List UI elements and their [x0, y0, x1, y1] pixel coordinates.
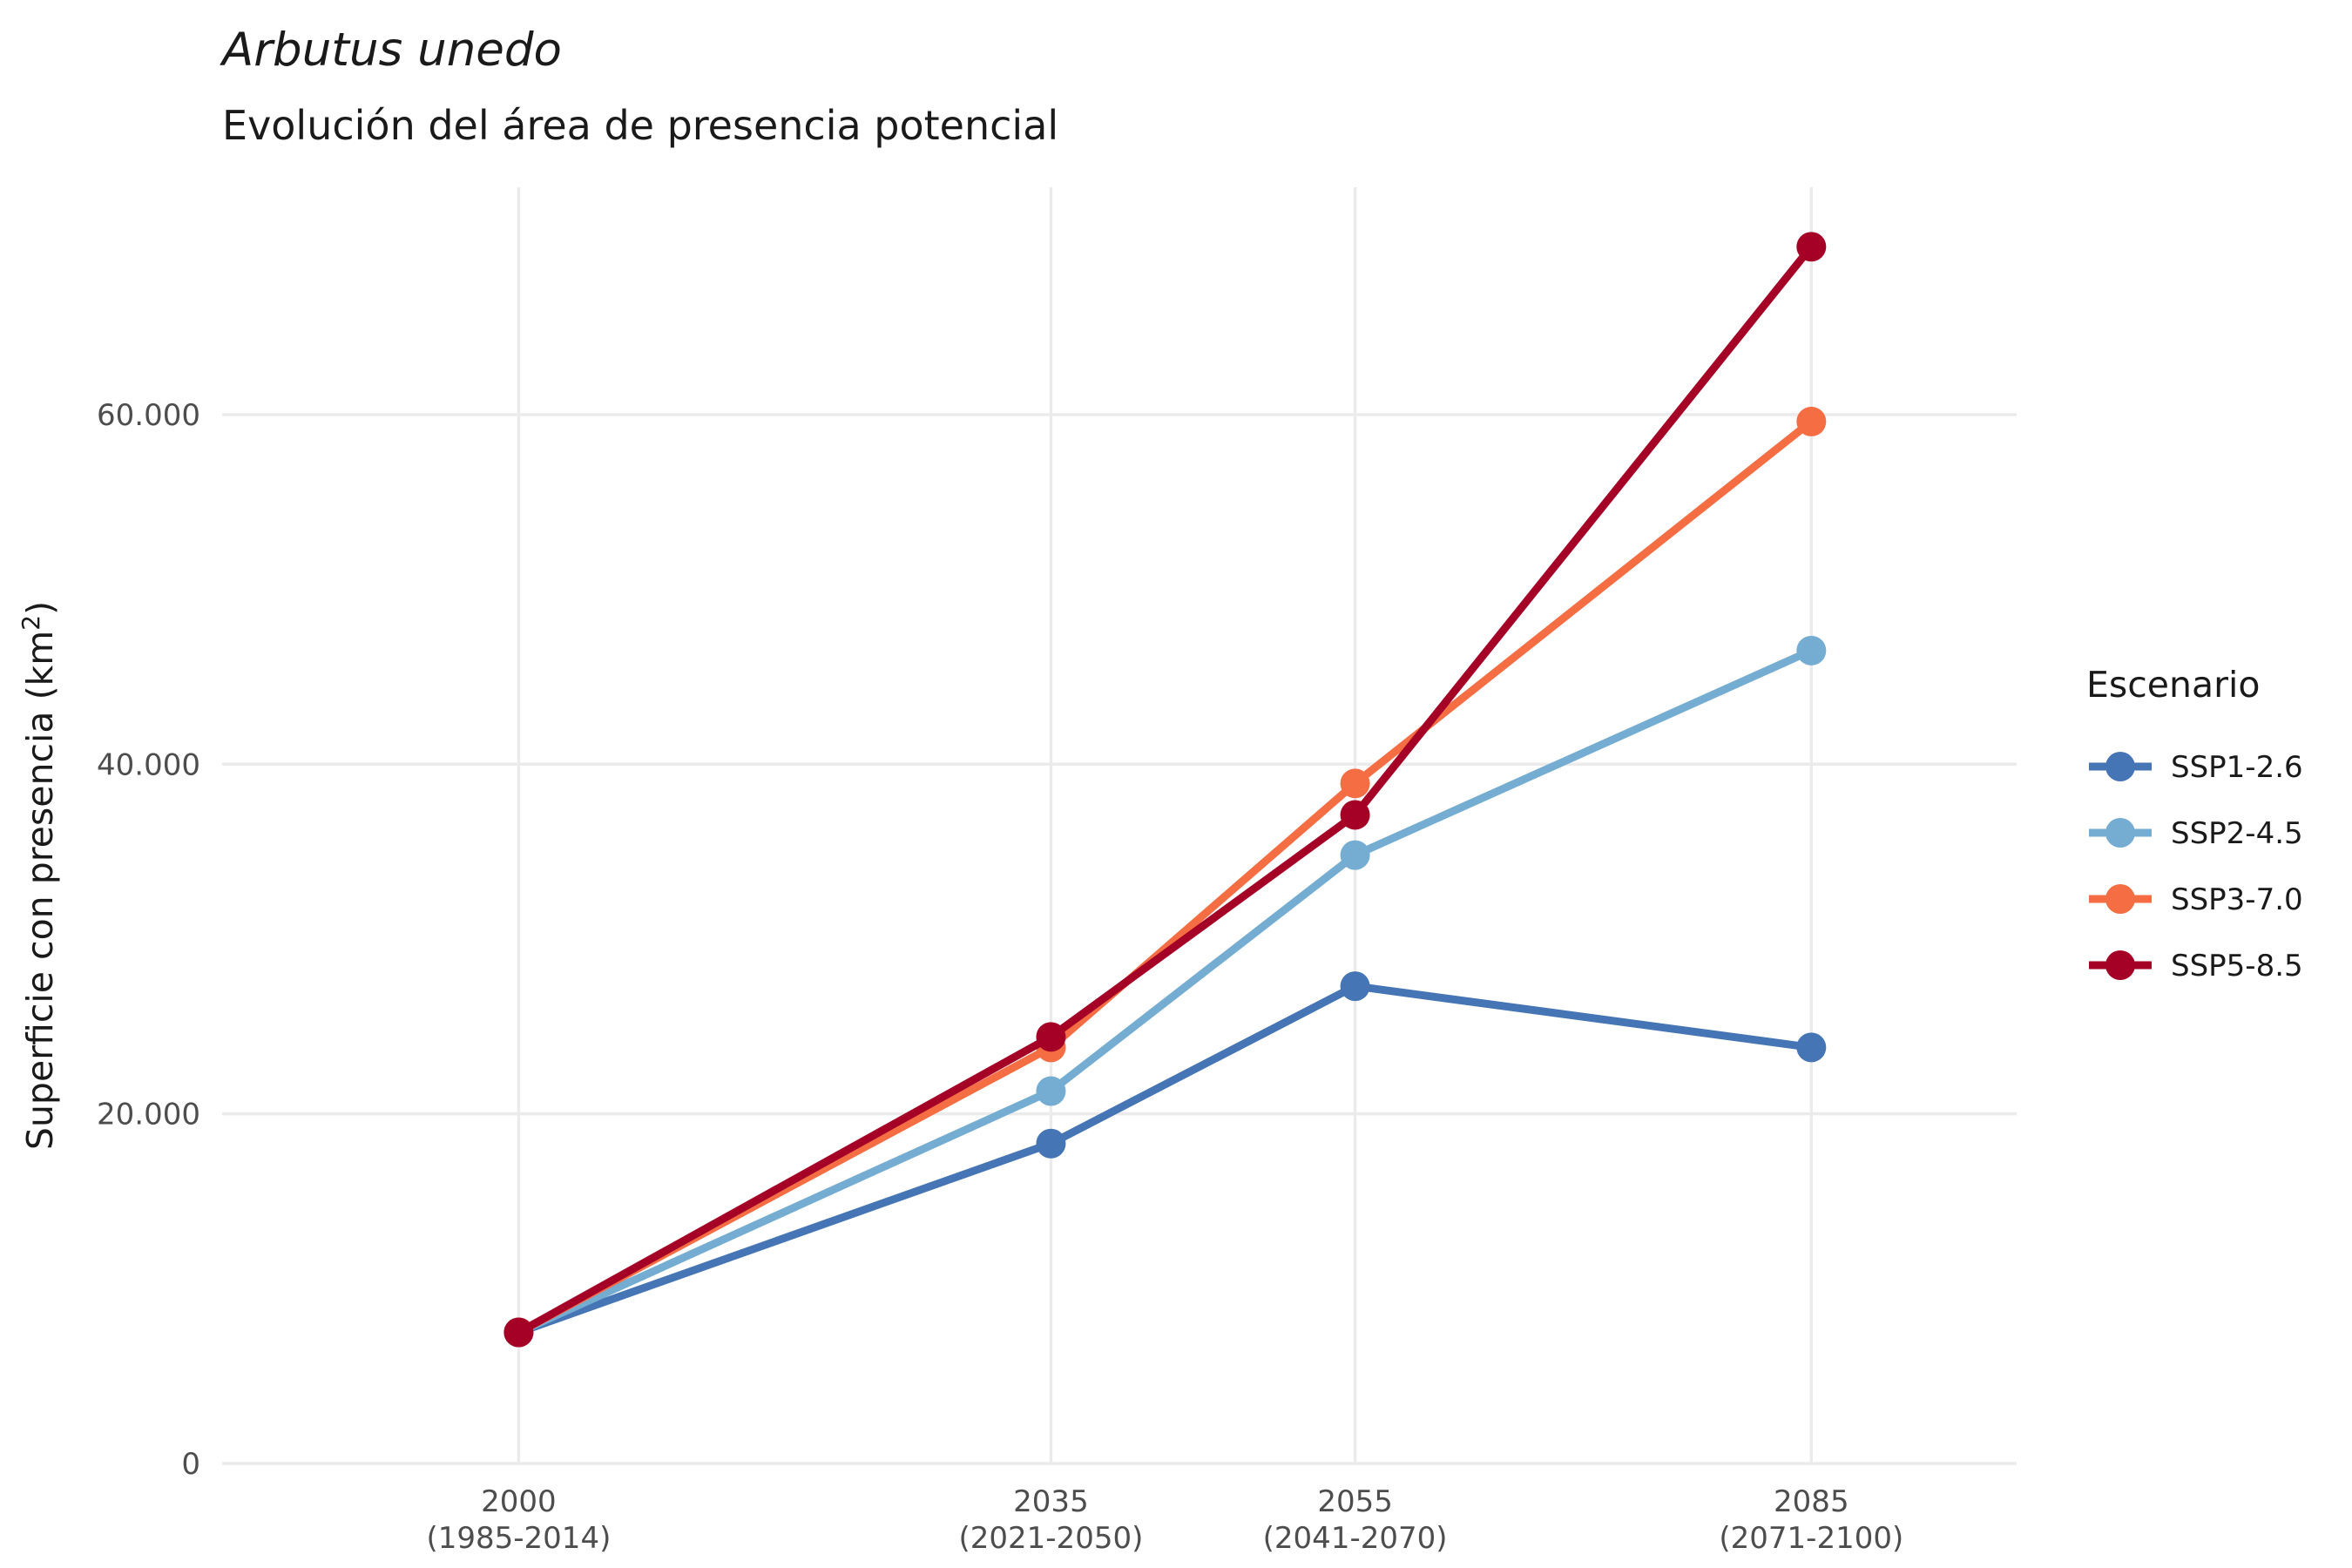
y-tick-label: 60.000	[97, 398, 200, 433]
x-tick-label: 2085 (2071-2100)	[1719, 1484, 1903, 1556]
x-tick-label: 2000 (1985-2014)	[426, 1484, 611, 1556]
legend-swatch-point	[2105, 752, 2135, 781]
data-point	[1036, 1022, 1066, 1052]
grid	[222, 187, 2017, 1465]
series-ssp2-4-5	[504, 635, 1827, 1348]
chart-title: Arbutus unedo	[220, 24, 562, 77]
data-point	[1340, 800, 1370, 830]
data-point	[1036, 1076, 1066, 1106]
chart-subtitle: Evolución del área de presencia potencia…	[222, 102, 1058, 149]
series-line	[514, 417, 1815, 1336]
legend-label: SSP3-7.0	[2171, 882, 2303, 917]
legend-swatch-point	[2105, 884, 2135, 914]
data-point	[1796, 635, 1827, 666]
legend-label: SSP5-8.5	[2171, 949, 2303, 983]
data-point	[1340, 840, 1370, 870]
legend-item: SSP3-7.0	[2089, 882, 2303, 917]
data-point	[1796, 1032, 1827, 1063]
data-point	[1340, 971, 1370, 1002]
x-tick-label: 2055 (2041-2070)	[1263, 1484, 1448, 1556]
y-axis: 0 20.000 40.000 60.000	[97, 398, 200, 1482]
series-line	[514, 646, 1815, 1336]
legend-swatch-point	[2105, 950, 2135, 980]
x-tick-label: 2035 (2021-2050)	[959, 1484, 1144, 1556]
series-ssp1-2-6	[504, 971, 1827, 1348]
data-point	[504, 1317, 534, 1348]
series-layer	[504, 232, 1827, 1348]
series-line	[514, 982, 1815, 1336]
legend-swatch-point	[2105, 818, 2135, 848]
data-point	[1796, 232, 1827, 262]
y-axis-title: Superficie con presencia (km2)	[17, 601, 61, 1150]
legend-item: SSP1-2.6	[2089, 750, 2303, 785]
y-tick-label: 20.000	[97, 1098, 200, 1132]
legend: Escenario SSP1-2.6 SSP2-4.5 SSP3-7.0 SSP5-8…	[2086, 664, 2303, 983]
series-line	[514, 242, 1815, 1336]
data-point	[1036, 1128, 1066, 1159]
y-tick-label: 0	[181, 1447, 200, 1482]
legend-label: SSP1-2.6	[2171, 750, 2303, 785]
series-ssp5-8-5	[504, 232, 1827, 1348]
legend-title: Escenario	[2086, 664, 2260, 706]
legend-item: SSP5-8.5	[2089, 949, 2303, 983]
data-point	[1796, 406, 1827, 436]
x-axis: 2000 (1985-2014) 2035 (2021-2050) 2055 (2041-…	[426, 1484, 1903, 1556]
legend-item: SSP2-4.5	[2089, 816, 2303, 851]
legend-label: SSP2-4.5	[2171, 816, 2303, 851]
data-point	[1340, 768, 1370, 799]
series-ssp3-7-0	[504, 406, 1827, 1348]
y-tick-label: 40.000	[97, 747, 200, 782]
